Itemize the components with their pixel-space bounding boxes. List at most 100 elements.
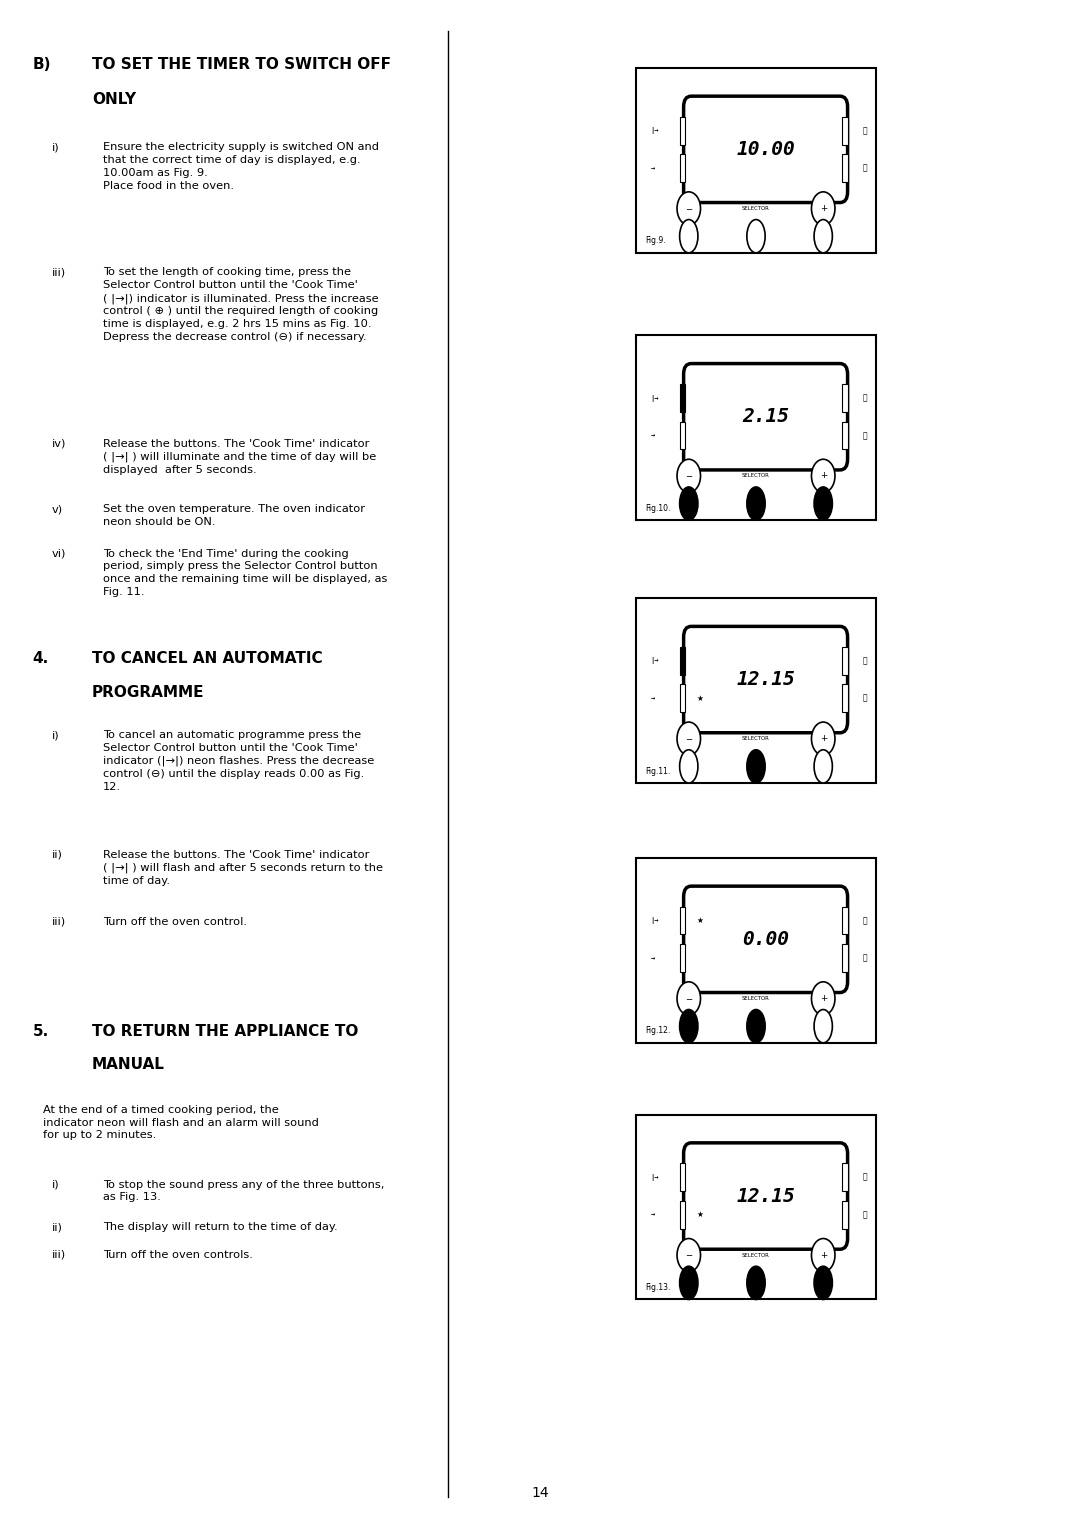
Text: To set the length of cooking time, press the
Selector Control button until the ': To set the length of cooking time, press… bbox=[103, 267, 378, 342]
FancyBboxPatch shape bbox=[684, 96, 848, 203]
Bar bbox=[680, 116, 685, 145]
Text: i): i) bbox=[52, 1180, 59, 1190]
Text: |→: |→ bbox=[650, 917, 659, 924]
Circle shape bbox=[677, 1239, 701, 1271]
Text: →: → bbox=[650, 955, 654, 961]
Circle shape bbox=[677, 460, 701, 492]
Circle shape bbox=[811, 1239, 835, 1271]
Text: SELECTOR: SELECTOR bbox=[742, 1253, 770, 1258]
Ellipse shape bbox=[814, 1267, 833, 1299]
Circle shape bbox=[811, 723, 835, 755]
Text: i): i) bbox=[52, 142, 59, 153]
Text: Fig.10.: Fig.10. bbox=[646, 504, 671, 513]
Bar bbox=[636, 1115, 876, 1299]
Text: ii): ii) bbox=[52, 1222, 63, 1233]
Text: Release the buttons. The 'Cook Time' indicator
( |→| ) will illuminate and the t: Release the buttons. The 'Cook Time' ind… bbox=[103, 439, 376, 475]
Text: vi): vi) bbox=[52, 549, 66, 559]
Text: ⌚: ⌚ bbox=[863, 1174, 867, 1181]
Text: Fig.13.: Fig.13. bbox=[646, 1284, 671, 1293]
Text: iii): iii) bbox=[52, 1250, 66, 1261]
Circle shape bbox=[811, 983, 835, 1015]
Text: |→: |→ bbox=[650, 657, 659, 665]
Text: 12.15: 12.15 bbox=[737, 671, 795, 689]
Text: iii): iii) bbox=[52, 267, 66, 278]
Bar bbox=[680, 944, 685, 972]
Text: PROGRAMME: PROGRAMME bbox=[92, 685, 204, 700]
Text: At the end of a timed cooking period, the
indicator neon will flash and an alarm: At the end of a timed cooking period, th… bbox=[43, 1105, 319, 1140]
Text: The display will return to the time of day.: The display will return to the time of d… bbox=[103, 1222, 337, 1233]
Text: −: − bbox=[685, 203, 692, 212]
Text: TO RETURN THE APPLIANCE TO: TO RETURN THE APPLIANCE TO bbox=[92, 1024, 359, 1039]
Text: ⌛: ⌛ bbox=[863, 163, 867, 173]
Text: TO SET THE TIMER TO SWITCH OFF: TO SET THE TIMER TO SWITCH OFF bbox=[92, 57, 391, 72]
Ellipse shape bbox=[814, 220, 833, 252]
Text: ⌚: ⌚ bbox=[863, 917, 867, 924]
Ellipse shape bbox=[679, 1010, 698, 1042]
Circle shape bbox=[811, 460, 835, 492]
Text: →: → bbox=[650, 1212, 654, 1218]
Text: ⌛: ⌛ bbox=[863, 953, 867, 963]
Text: ★: ★ bbox=[697, 1210, 703, 1219]
Text: ONLY: ONLY bbox=[92, 92, 136, 107]
Text: +: + bbox=[820, 993, 827, 1002]
Text: SELECTOR: SELECTOR bbox=[742, 474, 770, 478]
Circle shape bbox=[677, 983, 701, 1015]
Ellipse shape bbox=[747, 220, 765, 252]
Text: +: + bbox=[820, 733, 827, 743]
Ellipse shape bbox=[814, 750, 833, 782]
Bar bbox=[842, 116, 848, 145]
Text: →: → bbox=[650, 432, 654, 439]
Text: →: → bbox=[650, 165, 654, 171]
Bar bbox=[842, 154, 848, 182]
FancyBboxPatch shape bbox=[684, 886, 848, 993]
Ellipse shape bbox=[747, 1010, 765, 1042]
Bar bbox=[680, 646, 685, 675]
FancyBboxPatch shape bbox=[684, 1143, 848, 1250]
Text: Release the buttons. The 'Cook Time' indicator
( |→| ) will flash and after 5 se: Release the buttons. The 'Cook Time' ind… bbox=[103, 850, 382, 886]
Text: ★: ★ bbox=[697, 694, 703, 703]
Text: Fig.9.: Fig.9. bbox=[646, 237, 666, 246]
Text: Ensure the electricity supply is switched ON and
that the correct time of day is: Ensure the electricity supply is switche… bbox=[103, 142, 379, 191]
Text: −: − bbox=[685, 471, 692, 480]
Text: ⌛: ⌛ bbox=[863, 431, 867, 440]
Text: ⌛: ⌛ bbox=[863, 694, 867, 703]
Ellipse shape bbox=[747, 750, 765, 782]
Text: MANUAL: MANUAL bbox=[92, 1057, 164, 1073]
Circle shape bbox=[677, 193, 701, 225]
Text: −: − bbox=[685, 1250, 692, 1259]
Text: 14: 14 bbox=[531, 1487, 549, 1500]
Bar bbox=[636, 599, 876, 782]
Circle shape bbox=[811, 193, 835, 225]
Ellipse shape bbox=[679, 220, 698, 252]
Bar bbox=[842, 422, 848, 449]
Bar bbox=[680, 1163, 685, 1192]
Ellipse shape bbox=[747, 487, 765, 520]
Text: 12.15: 12.15 bbox=[737, 1187, 795, 1206]
Text: −: − bbox=[685, 993, 692, 1002]
Text: To check the 'End Time' during the cooking
period, simply press the Selector Con: To check the 'End Time' during the cooki… bbox=[103, 549, 387, 597]
Text: To stop the sound press any of the three buttons,
as Fig. 13.: To stop the sound press any of the three… bbox=[103, 1180, 384, 1203]
Ellipse shape bbox=[747, 1267, 765, 1299]
Text: ii): ii) bbox=[52, 850, 63, 860]
Bar bbox=[842, 906, 848, 935]
Bar bbox=[842, 646, 848, 675]
FancyBboxPatch shape bbox=[684, 364, 848, 471]
Ellipse shape bbox=[679, 750, 698, 782]
Text: Fig.12.: Fig.12. bbox=[646, 1027, 671, 1036]
Text: |→: |→ bbox=[650, 1174, 659, 1181]
Ellipse shape bbox=[814, 487, 833, 520]
Text: ⌚: ⌚ bbox=[863, 394, 867, 402]
Text: →: → bbox=[650, 695, 654, 701]
Text: SELECTOR: SELECTOR bbox=[742, 996, 770, 1001]
Bar bbox=[842, 944, 848, 972]
Text: Turn off the oven controls.: Turn off the oven controls. bbox=[103, 1250, 253, 1261]
Bar bbox=[680, 384, 685, 413]
Ellipse shape bbox=[679, 487, 698, 520]
Text: v): v) bbox=[52, 504, 63, 515]
Bar bbox=[680, 154, 685, 182]
Text: Turn off the oven control.: Turn off the oven control. bbox=[103, 917, 246, 927]
Bar bbox=[680, 685, 685, 712]
FancyBboxPatch shape bbox=[684, 626, 848, 733]
Text: 10.00: 10.00 bbox=[737, 141, 795, 159]
Text: 5.: 5. bbox=[32, 1024, 49, 1039]
